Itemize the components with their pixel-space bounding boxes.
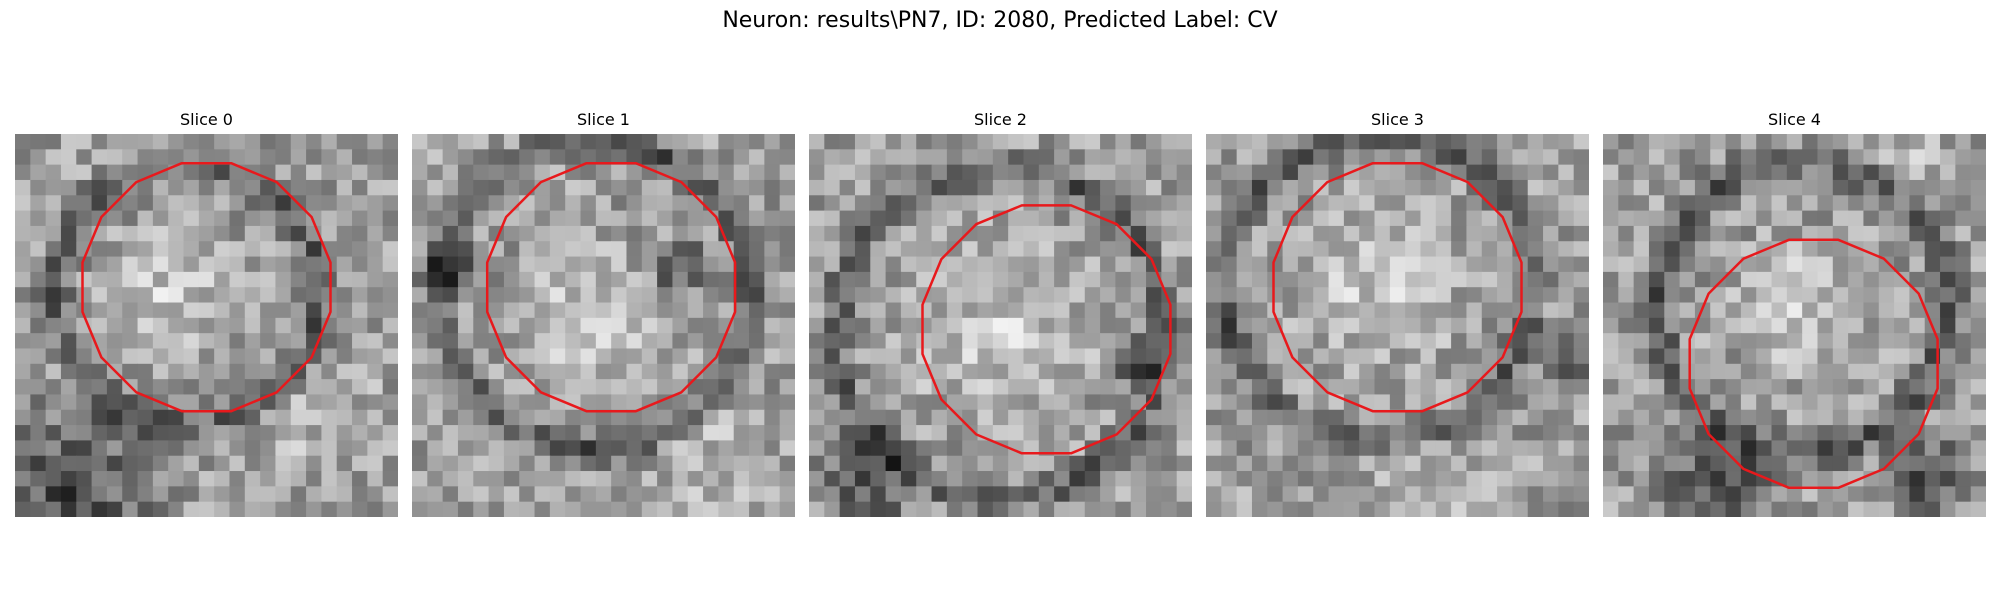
slice-4-image: [1603, 134, 1986, 517]
slice-1-image: [412, 134, 795, 517]
roi-contour: [1272, 161, 1523, 413]
slice-0-title: Slice 0: [180, 110, 233, 129]
slice-2-image: [809, 134, 1192, 517]
figure-title: Neuron: results\PN7, ID: 2080, Predicted…: [722, 8, 1278, 33]
slice-1-title: Slice 1: [577, 110, 630, 129]
roi-contour: [921, 204, 1172, 455]
slice-2-title: Slice 2: [974, 110, 1027, 129]
slice-grayscale-image: [1206, 134, 1589, 517]
slice-3-title: Slice 3: [1371, 110, 1424, 129]
slice-grayscale-image: [1603, 134, 1986, 517]
slice-grayscale-image: [412, 134, 795, 517]
slice-grayscale-image: [809, 134, 1192, 517]
roi-contour: [485, 161, 737, 413]
slice-grayscale-image: [15, 134, 398, 517]
roi-contour: [1688, 238, 1939, 490]
slice-0-image: [15, 134, 398, 517]
slice-3-image: [1206, 134, 1589, 517]
slice-4-title: Slice 4: [1768, 110, 1821, 129]
roi-contour: [81, 161, 332, 413]
